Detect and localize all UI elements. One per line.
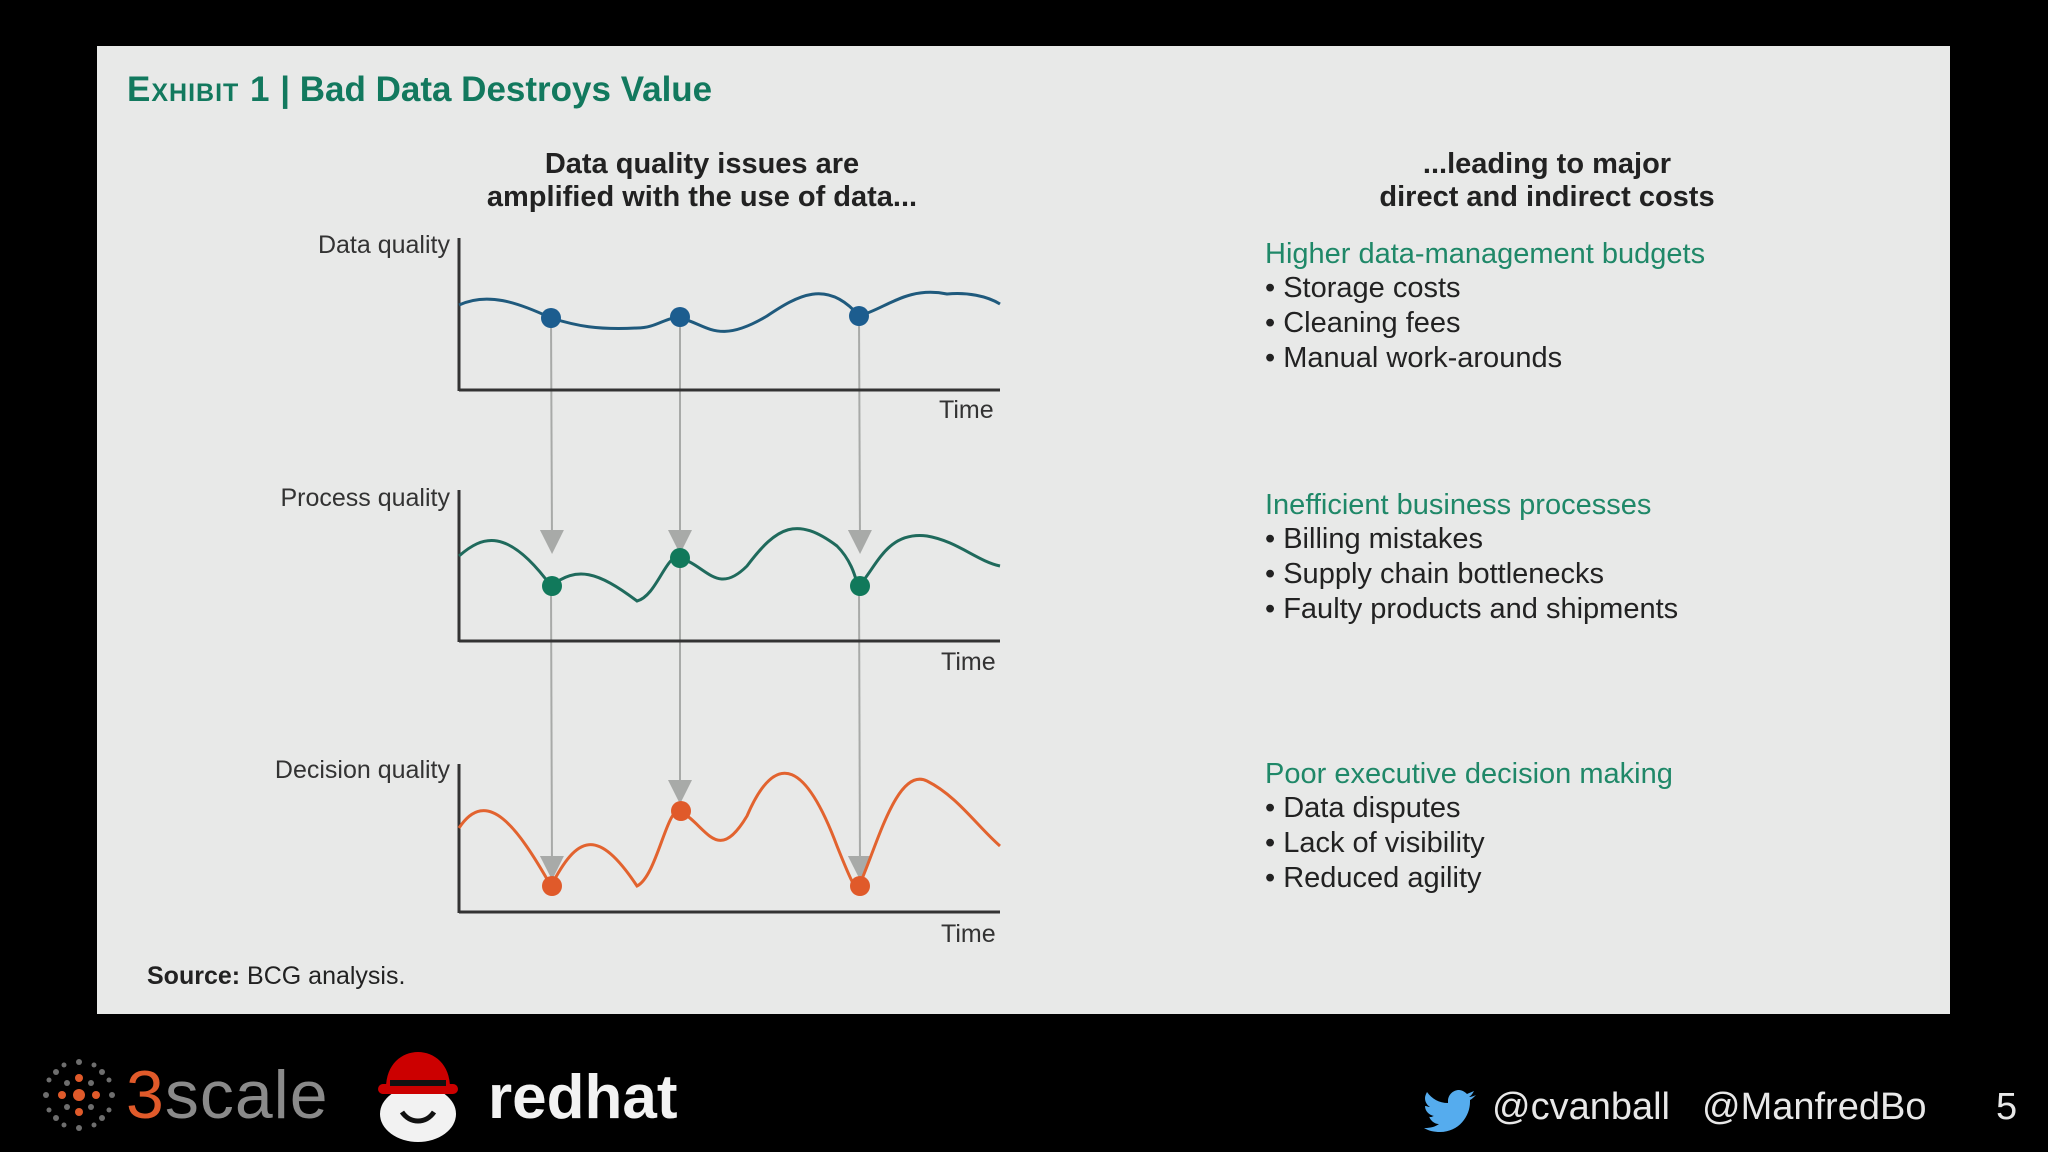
chart-label-decision-quality: Decision quality xyxy=(274,756,450,784)
process-quality-dot-3 xyxy=(850,576,870,596)
data-quality-dot-3 xyxy=(849,306,869,326)
section-budgets: Higher data-management budgets Storage c… xyxy=(1265,238,1705,376)
section-decisions: Poor executive decision making Data disp… xyxy=(1265,758,1673,896)
3scale-logo-text: 3scale xyxy=(126,1057,329,1133)
process-quality-dot-1 xyxy=(542,576,562,596)
slide-panel: Exhibit 1 | Bad Data Destroys Value Data… xyxy=(97,46,1950,1014)
twitter-bird-icon xyxy=(1424,1090,1476,1132)
data-quality-axes xyxy=(457,238,1000,392)
list-item: Supply chain bottlenecks xyxy=(1265,557,1678,592)
list-item: Lack of visibility xyxy=(1265,826,1673,861)
3scale-logo-icon xyxy=(43,1059,115,1131)
decision-quality-axes xyxy=(457,764,1000,914)
process-quality-dot-2 xyxy=(670,548,690,568)
list-item: Manual work-arounds xyxy=(1265,341,1705,376)
arrow-1-bottom xyxy=(539,585,564,880)
data-quality-dot-1 xyxy=(541,308,561,328)
redhat-logo-text: redhat xyxy=(488,1063,678,1132)
list-item: Cleaning fees xyxy=(1265,306,1705,341)
decision-quality-dot-1 xyxy=(542,876,562,896)
section-processes: Inefficient business processes Billing m… xyxy=(1265,489,1678,627)
twitter-handle-2[interactable]: @ManfredBo xyxy=(1702,1086,1927,1128)
list-item: Storage costs xyxy=(1265,271,1705,306)
section-heading-budgets: Higher data-management budgets xyxy=(1265,238,1706,270)
process-quality-curve xyxy=(458,527,1001,603)
chart-label-process-quality: Process quality xyxy=(280,484,450,512)
exhibit-title: Exhibit 1 | Bad Data Destroys Value xyxy=(127,70,713,109)
arrow-3-bottom xyxy=(847,585,872,880)
process-quality-axes xyxy=(457,490,1000,643)
decision-quality-dot-3 xyxy=(850,876,870,896)
right-heading: ...leading to major direct and indirect … xyxy=(1379,148,1715,213)
source-note: Source: BCG analysis. xyxy=(147,962,406,990)
chart-label-data-quality: Data quality xyxy=(317,231,450,259)
page-number: 5 xyxy=(1996,1086,2018,1128)
redhat-shadowman-icon xyxy=(378,1052,458,1142)
data-quality-dots xyxy=(541,306,869,328)
quality-charts xyxy=(457,238,1001,914)
time-label-2: Time xyxy=(941,648,996,676)
list-item: Faulty products and shipments xyxy=(1265,592,1678,627)
twitter-handle-1[interactable]: @cvanball xyxy=(1492,1086,1670,1128)
list-item: Reduced agility xyxy=(1265,861,1673,896)
arrow-1-top xyxy=(539,317,564,554)
data-quality-curve xyxy=(458,290,1001,333)
decision-quality-dot-2 xyxy=(671,801,691,821)
section-heading-processes: Inefficient business processes xyxy=(1265,489,1652,521)
section-heading-decisions: Poor executive decision making xyxy=(1265,758,1673,790)
data-quality-dot-2 xyxy=(670,307,690,327)
left-heading: Data quality issues are amplified with t… xyxy=(486,148,918,213)
time-label-3: Time xyxy=(941,920,996,948)
arrow-connectors xyxy=(539,317,872,880)
process-quality-dots xyxy=(542,548,870,596)
decision-quality-curve xyxy=(457,771,1001,890)
list-item: Billing mistakes xyxy=(1265,522,1678,557)
decision-quality-dots xyxy=(542,801,870,896)
time-label-1: Time xyxy=(939,396,994,424)
arrow-3-top xyxy=(847,317,872,554)
list-item: Data disputes xyxy=(1265,791,1673,826)
